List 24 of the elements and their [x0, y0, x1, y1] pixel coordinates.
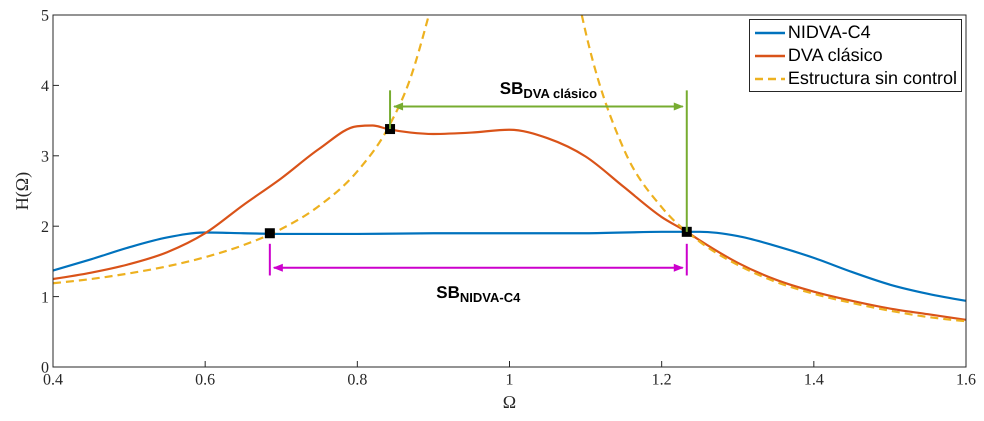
- y-tick-label: 5: [41, 8, 49, 25]
- x-tick-label: 0.8: [347, 371, 368, 388]
- line-series: [53, 230, 966, 302]
- legend-label: Estructura sin control: [788, 67, 957, 90]
- y-tick-label: 2: [41, 218, 49, 236]
- x-tick-label: 1: [506, 371, 514, 388]
- annotation: SB$_{NIDVA-C4}$: [436, 283, 522, 305]
- x-tick-label: 1.4: [804, 371, 824, 388]
- legend-label: NIDVA-C4: [788, 21, 871, 44]
- y-tick-label: 1: [41, 289, 49, 306]
- x-tick-label: 1.6: [956, 371, 976, 388]
- point: [264, 228, 275, 238]
- x-tick-label: 0.4: [43, 371, 63, 388]
- y-tick-label: 4: [41, 78, 49, 96]
- legend-label: DVA clásico: [788, 44, 883, 67]
- y-tick-label: 3: [41, 148, 49, 166]
- x-axis-title: Ω: [502, 392, 516, 412]
- x-tick-label: 0.6: [195, 371, 216, 388]
- line-series: [53, 124, 966, 321]
- x-tick-label: 1.2: [652, 371, 672, 388]
- point: [682, 226, 692, 237]
- point: [385, 124, 396, 134]
- y-axis-title: H(Ω): [12, 172, 32, 210]
- annotation: SB$_{DVA clásico}$: [500, 78, 598, 101]
